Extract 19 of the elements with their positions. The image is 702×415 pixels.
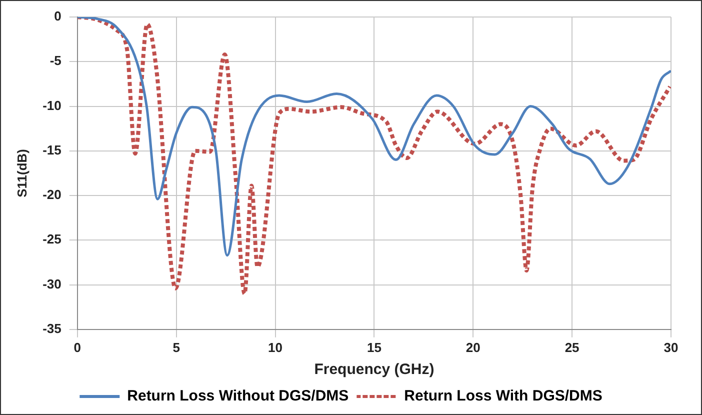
x-tick-label: 5 [172,340,180,355]
y-tick-label: 0 [54,8,62,24]
y-tick-label: -35 [42,320,62,336]
x-tick-label: 10 [268,340,282,355]
x-tick-label: 30 [664,340,678,355]
y-tick-label: -10 [42,98,62,113]
y-tick-label: -30 [42,276,62,292]
x-tick-label: 0 [74,340,82,355]
x-tick-label: 15 [366,340,382,355]
legend-label: Return Loss With DGS/DMS [404,388,602,405]
y-axis-title: S11(dB) [14,148,30,198]
y-tick-label: -5 [50,53,62,68]
y-tick-label: -20 [42,187,62,202]
y-tick-label: -15 [42,142,62,158]
x-tick-label: 20 [466,340,480,355]
y-tick-label: -25 [42,232,62,247]
x-tick-label: 25 [564,340,580,355]
legend-label: Return Loss Without DGS/DMS [127,388,349,405]
x-axis-title: Frequency (GHz) [314,361,434,378]
